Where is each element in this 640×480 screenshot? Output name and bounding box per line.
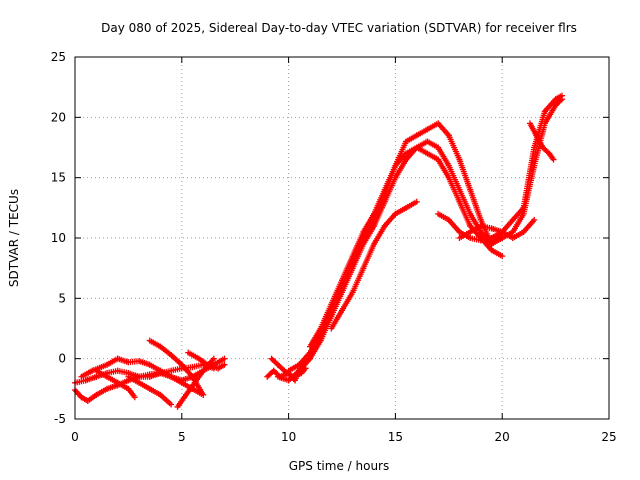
x-axis-title: GPS time / hours (289, 459, 390, 473)
data-point (168, 401, 175, 408)
y-tick-label: 20 (51, 110, 66, 124)
y-tick-label: -5 (54, 412, 66, 426)
x-tick-label: 25 (601, 430, 616, 444)
x-tick-label: 0 (71, 430, 79, 444)
data-point (210, 355, 217, 362)
series-trace-5 (125, 373, 175, 408)
series-trace-4 (93, 367, 138, 401)
grid-lines (75, 57, 609, 419)
data-point (131, 394, 138, 401)
data-point (550, 156, 557, 163)
data-point (221, 355, 228, 362)
series-trace-8 (185, 349, 228, 372)
series-trace-6 (146, 337, 207, 398)
data-point (413, 198, 420, 205)
data-point (200, 391, 207, 398)
y-tick-label: 15 (51, 171, 66, 185)
x-tick-label: 15 (388, 430, 403, 444)
data-point (499, 253, 506, 260)
x-tick-label: 5 (178, 430, 186, 444)
data-point (221, 361, 228, 368)
series-trace-15 (435, 210, 506, 244)
series-trace-14 (328, 198, 420, 332)
chart-title: Day 080 of 2025, Sidereal Day-to-day VTE… (101, 21, 577, 35)
x-tick-label: 20 (495, 430, 510, 444)
y-axis-title: SDTVAR / TECUs (7, 189, 21, 287)
y-tick-label: 25 (51, 50, 66, 64)
y-tick-label: 5 (58, 291, 66, 305)
data-series (72, 92, 566, 410)
y-tick-label: 0 (58, 352, 66, 366)
series-trace-16 (456, 216, 538, 241)
data-point (531, 216, 538, 223)
series-trace-17 (526, 120, 557, 163)
data-point (559, 92, 566, 99)
y-tick-label: 10 (51, 231, 66, 245)
x-tick-label: 10 (281, 430, 296, 444)
axes: 0 5 10 15 20 25 -5 0 5 10 15 20 25 (51, 50, 617, 444)
